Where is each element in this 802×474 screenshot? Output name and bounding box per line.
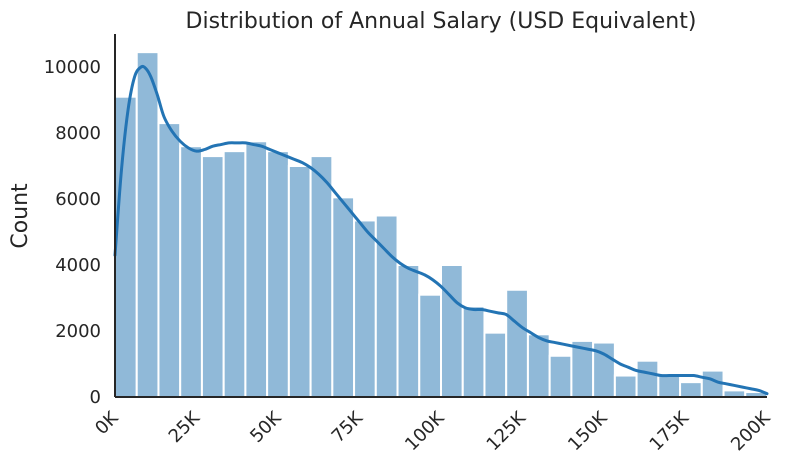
x-tick-label: 200K — [727, 407, 775, 455]
histogram-bar — [418, 293, 443, 399]
histogram-bar — [440, 264, 464, 398]
y-tick-label: 4000 — [55, 255, 101, 276]
histogram-bar — [114, 95, 138, 398]
histogram-bar — [353, 219, 377, 398]
histogram-bar — [635, 359, 660, 399]
x-tick-label: 150K — [564, 407, 612, 455]
histogram-bar — [613, 374, 638, 398]
x-tick-label: 0K — [91, 407, 123, 439]
histogram-bar — [548, 354, 573, 398]
histogram-bar — [396, 264, 421, 398]
kde-line — [113, 64, 769, 396]
histogram-bar — [157, 122, 182, 398]
y-axis-ticks: 0 2000 4000 6000 8000 10000 — [44, 57, 101, 408]
histogram-bar — [135, 51, 160, 399]
x-tick-label: 75K — [328, 407, 368, 447]
histogram-bar — [526, 333, 551, 398]
histogram-bar — [331, 196, 356, 398]
y-tick-label: 6000 — [55, 189, 101, 210]
y-tick-label: 10000 — [44, 57, 101, 78]
y-axis-label: Count — [8, 183, 33, 249]
histogram-bar — [309, 155, 334, 398]
histogram-bar — [200, 155, 225, 398]
histogram-bar — [679, 381, 703, 398]
x-tick-label: 50K — [246, 407, 286, 447]
x-tick-label: 25K — [165, 407, 205, 447]
histogram-bar — [657, 372, 682, 398]
y-tick-label: 0 — [90, 387, 101, 408]
histogram-bar — [483, 331, 508, 398]
histogram-bar — [287, 165, 312, 398]
histogram-bar — [244, 140, 269, 398]
y-tick-label: 2000 — [55, 321, 101, 342]
histogram-bars — [114, 51, 769, 399]
histogram-bar — [222, 150, 247, 398]
histogram-bar — [505, 288, 529, 398]
y-tick-label: 8000 — [55, 123, 101, 144]
x-tick-label: 125K — [483, 407, 531, 455]
histogram-bar — [179, 145, 203, 398]
x-tick-label: 175K — [646, 407, 694, 455]
histogram-bar — [266, 150, 290, 398]
x-tick-label: 100K — [401, 407, 449, 455]
histogram-bar — [461, 305, 486, 398]
chart-title: Distribution of Annual Salary (USD Equiv… — [186, 9, 697, 34]
x-axis-ticks: 0K 25K 50K 75K 100K 125K 150K 175K 200K — [91, 407, 775, 455]
